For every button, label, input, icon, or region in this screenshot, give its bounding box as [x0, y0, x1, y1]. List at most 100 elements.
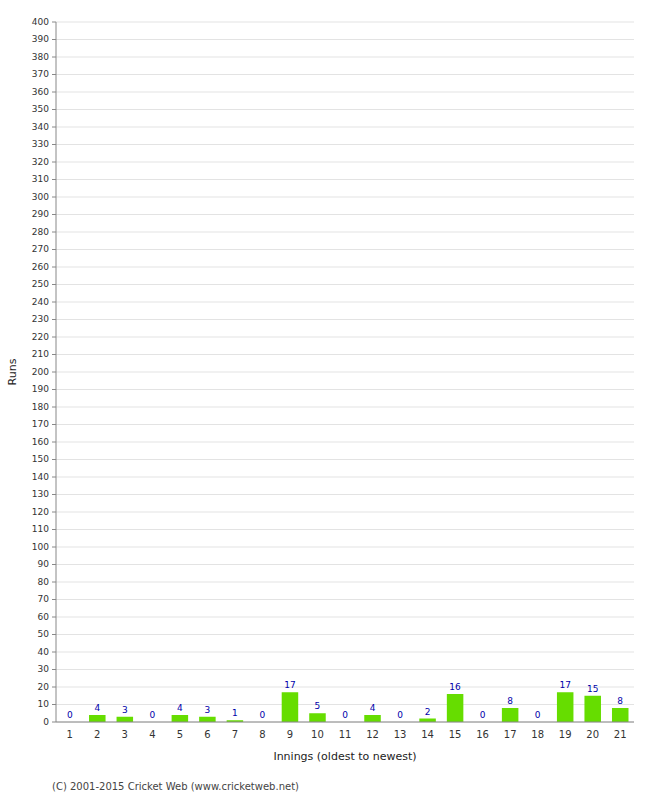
y-tick-label: 250	[32, 279, 49, 289]
grid-line	[56, 424, 634, 425]
y-tick	[52, 109, 56, 110]
y-tick-label: 80	[38, 577, 50, 587]
grid-line	[56, 162, 634, 163]
bar	[557, 692, 574, 722]
y-tick	[52, 512, 56, 513]
y-tick-label: 390	[32, 34, 49, 44]
y-tick	[52, 722, 56, 723]
bar	[282, 692, 299, 722]
data-label: 3	[122, 705, 128, 715]
y-tick-label: 120	[32, 507, 49, 517]
bar	[199, 717, 216, 722]
y-tick	[52, 232, 56, 233]
y-tick-label: 240	[32, 297, 49, 307]
data-label: 0	[535, 710, 541, 720]
y-tick-label: 40	[38, 647, 50, 657]
y-tick-label: 110	[32, 524, 49, 534]
data-label: 0	[67, 710, 73, 720]
y-tick	[52, 144, 56, 145]
y-tick-label: 320	[32, 157, 49, 167]
y-tick	[52, 634, 56, 635]
y-tick	[52, 529, 56, 530]
y-tick	[52, 337, 56, 338]
y-tick-label: 290	[32, 209, 49, 219]
y-tick-label: 310	[32, 174, 49, 184]
grid-line	[56, 372, 634, 373]
bar	[419, 719, 436, 723]
data-label: 4	[177, 703, 183, 713]
y-tick	[52, 74, 56, 75]
x-tick-label: 2	[94, 729, 100, 740]
grid-line	[56, 582, 634, 583]
grid-line	[56, 354, 634, 355]
data-label: 16	[449, 682, 461, 692]
x-tick-label: 17	[504, 729, 517, 740]
grid-line	[56, 494, 634, 495]
x-tick-label: 10	[311, 729, 324, 740]
y-tick	[52, 389, 56, 390]
y-tick	[52, 459, 56, 460]
y-tick-label: 20	[38, 682, 50, 692]
y-tick	[52, 22, 56, 23]
y-tick-label: 300	[32, 192, 49, 202]
data-label: 0	[149, 710, 155, 720]
y-tick-label: 90	[38, 559, 50, 569]
y-tick-label: 190	[32, 384, 49, 394]
x-tick-label: 12	[366, 729, 379, 740]
grid-line	[56, 284, 634, 285]
grid-line	[56, 547, 634, 548]
y-tick-label: 0	[43, 717, 49, 727]
bar	[502, 708, 519, 722]
x-tick-label: 11	[339, 729, 352, 740]
grid-line	[56, 687, 634, 688]
data-label: 8	[507, 696, 513, 706]
data-label: 0	[260, 710, 266, 720]
grid-line	[56, 267, 634, 268]
x-tick-label: 6	[204, 729, 210, 740]
grid-line	[56, 302, 634, 303]
y-tick	[52, 354, 56, 355]
y-tick-label: 140	[32, 472, 49, 482]
x-tick-label: 15	[449, 729, 462, 740]
y-tick-label: 160	[32, 437, 49, 447]
bar	[89, 715, 106, 722]
x-axis: 123456789101112131415161718192021	[67, 729, 627, 740]
grid-line	[56, 477, 634, 478]
grid-line	[56, 407, 634, 408]
y-tick-label: 200	[32, 367, 49, 377]
data-label: 4	[370, 703, 376, 713]
chart-container: 0102030405060708090100110120130140150160…	[0, 0, 650, 800]
x-tick-label: 20	[586, 729, 599, 740]
grid	[56, 22, 634, 722]
grid-line	[56, 459, 634, 460]
x-tick-label: 18	[531, 729, 544, 740]
grid-line	[56, 179, 634, 180]
grid-line	[56, 232, 634, 233]
x-tick-label: 1	[67, 729, 73, 740]
grid-line	[56, 249, 634, 250]
grid-line	[56, 319, 634, 320]
y-tick-label: 170	[32, 419, 49, 429]
y-tick	[52, 249, 56, 250]
y-tick	[52, 302, 56, 303]
x-tick-label: 3	[122, 729, 128, 740]
y-tick-label: 100	[32, 542, 49, 552]
y-tick-label: 360	[32, 87, 49, 97]
grid-line	[56, 39, 634, 40]
y-tick-label: 130	[32, 489, 49, 499]
data-label: 1	[232, 708, 238, 718]
grid-line	[56, 389, 634, 390]
grid-line	[56, 564, 634, 565]
grid-line	[56, 127, 634, 128]
y-tick-label: 60	[38, 612, 50, 622]
y-tick-label: 260	[32, 262, 49, 272]
data-label: 0	[397, 710, 403, 720]
x-tick-label: 19	[559, 729, 572, 740]
bar	[584, 696, 601, 722]
y-tick	[52, 284, 56, 285]
bars	[89, 692, 628, 722]
data-label: 2	[425, 707, 431, 717]
y-tick	[52, 704, 56, 705]
y-tick	[52, 197, 56, 198]
x-axis-line	[56, 722, 634, 723]
